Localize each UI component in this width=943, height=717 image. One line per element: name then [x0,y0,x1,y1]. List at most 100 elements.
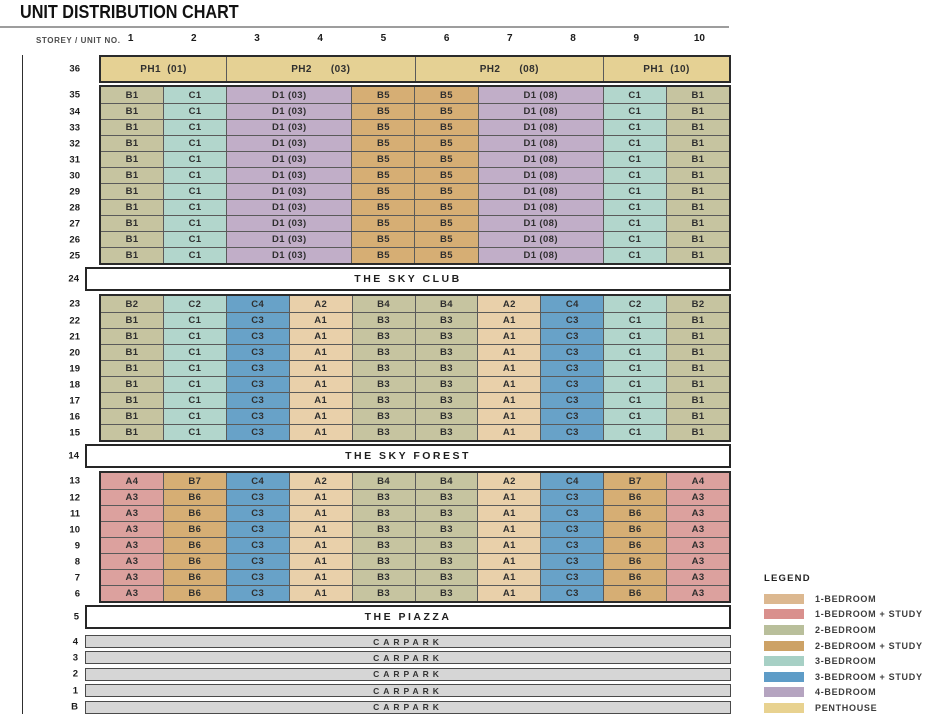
storey-row-14: 14 THE SKY FOREST [68,446,729,466]
unit-cell: B3 [351,425,415,440]
carpark-label: CARPARK [373,652,443,663]
unit-cell: B1 [101,377,163,392]
unit-cell: C1 [163,152,227,167]
unit-cell: PH2 (03) [226,57,415,81]
unit-cell: B1 [101,168,164,183]
unit-cell: C1 [163,200,227,215]
unit-cell: C1 [602,248,666,263]
unit-cell: B3 [351,538,415,553]
unit-cell: A1 [288,522,352,537]
storey-label: 28 [69,202,80,213]
unit-cell: A1 [288,361,352,376]
unit-cell: A2 [288,473,352,489]
unit-cell: D1 (08) [477,168,603,183]
unit-cell: B3 [351,361,415,376]
unit-cell: B6 [603,522,667,537]
legend-item-label: PENTHOUSE [815,702,878,713]
legend-item: 1-BEDROOM + STUDY [764,607,940,623]
unit-cell: C1 [603,313,667,328]
storey-label: 18 [69,379,80,390]
unit-cell: B1 [665,136,729,151]
unit-cell: B1 [101,313,163,328]
unit-cell: B5 [414,184,478,199]
block-penthouse: 36 PH1 (01) PH2 (03) PH2 (08) PH1 (10) [69,55,731,83]
unit-cell: A3 [101,570,163,585]
storey-label: 26 [69,234,80,245]
unit-cell: C3 [540,522,604,537]
unit-cell: A1 [288,554,352,569]
unit-cell: B5 [351,87,415,103]
unit-cell: C1 [603,361,667,376]
unit-cell: B4 [414,473,478,489]
block-sky-forest: 14 THE SKY FOREST [68,444,731,468]
unit-cell: B3 [414,586,478,601]
unit-cell: A1 [477,361,541,376]
unit-cell: C1 [163,168,227,183]
unit-cell: C1 [163,87,227,103]
unit-cell: B5 [414,87,478,103]
unit-cell: C1 [163,248,227,263]
storey-label: 31 [69,154,80,165]
carpark-label: CARPARK [373,636,443,647]
unit-cell: A1 [477,393,541,408]
unit-cell: B5 [351,200,415,215]
unit-cell: C3 [225,570,289,585]
storey-row-27: 27 B1 C1 D1 (03) B5 B5 D1 (08) C1 B1 [69,215,729,231]
unit-cell: C3 [540,313,604,328]
unit-cell: C1 [603,329,667,344]
unit-cell: D1 (03) [226,136,352,151]
unit-cell: C1 [163,184,227,199]
unit-cell: B6 [603,586,667,601]
unit-cell: D1 (08) [477,184,603,199]
unit-cell: C3 [540,425,604,440]
unit-cell: B1 [665,248,729,263]
unit-cell: B1 [101,152,164,167]
unit-number: 3 [254,33,260,44]
unit-cell: D1 (08) [477,152,603,167]
legend-item-label: 2-BEDROOM + STUDY [815,640,923,651]
unit-cell: B3 [414,570,478,585]
storey-label: 17 [69,395,80,406]
legend-item-label: 2-BEDROOM [815,624,877,635]
page-title: UNIT DISTRIBUTION CHART [20,2,239,22]
unit-cell: B3 [414,393,478,408]
storey-row-6: 6 A3 B6 C3 A1 B3 B3 A1 C3 B6 A3 [75,585,730,601]
unit-cell: C1 [602,184,666,199]
unit-cell: C3 [225,393,289,408]
unit-cell: C3 [225,522,289,537]
unit-cell: B1 [666,329,730,344]
unit-cell: B6 [162,586,226,601]
unit-cell: C4 [225,473,289,489]
legend-item: PENTHOUSE [764,700,940,716]
storey-row-15: 15 B1 C1 C3 A1 B3 B3 A1 C3 C1 B1 [69,424,730,440]
unit-cell: C1 [162,361,226,376]
unit-cell: A3 [101,522,163,537]
block-upper: 35 B1 C1 D1 (03) B5 B5 D1 (08) C1 B1 34 B1 C1 D1 (03… [69,85,731,265]
unit-cell: B7 [603,473,667,489]
unit-cell: A1 [288,425,352,440]
unit-cell: D1 (03) [226,168,352,183]
unit-cell: B5 [414,248,478,263]
storey-label: 29 [69,186,80,197]
storey-row-26: 26 B1 C1 D1 (03) B5 B5 D1 (08) C1 B1 [69,231,729,247]
unit-cell: B1 [666,345,730,360]
storey-label: 23 [69,298,80,310]
unit-cell: C3 [540,586,604,601]
unit-cell: B6 [162,506,226,521]
unit-cell: B3 [414,361,478,376]
unit-cell: C3 [225,554,289,569]
unit-cell: C3 [225,377,289,392]
unit-cell: B1 [665,232,729,247]
unit-cell: A1 [477,377,541,392]
unit-cell: C4 [540,296,604,312]
unit-cell: B3 [414,345,478,360]
unit-cell: B6 [603,570,667,585]
unit-cell: C1 [602,216,666,231]
unit-cell: B6 [603,538,667,553]
unit-cell: B1 [665,168,729,183]
unit-cell: B5 [414,200,478,215]
storey-label: B [71,701,78,713]
unit-cell: A1 [288,506,352,521]
storey-row-12: 12 A3 B6 C3 A1 B3 B3 A1 C3 B6 A3 [69,489,730,505]
unit-cell: C3 [540,570,604,585]
